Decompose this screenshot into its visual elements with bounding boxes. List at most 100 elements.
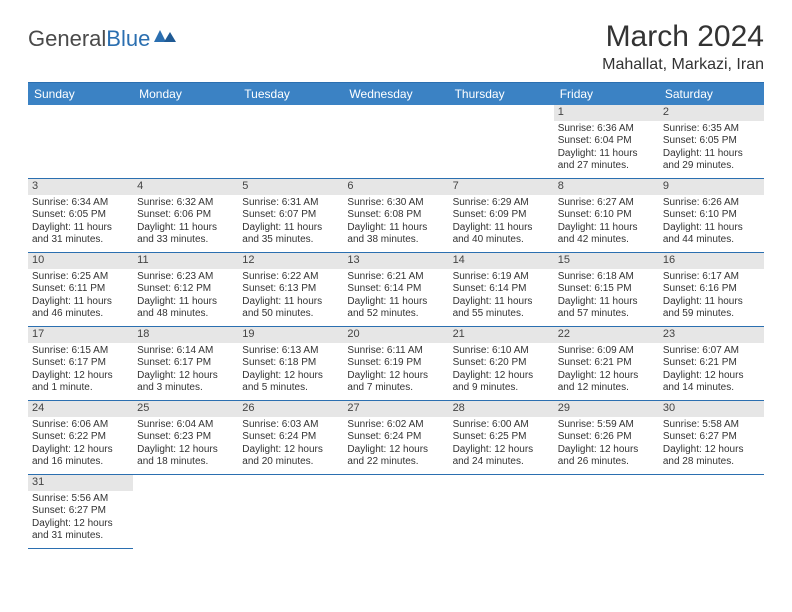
sunset-text: Sunset: 6:11 PM (32, 283, 129, 296)
sunrise-text: Sunrise: 6:30 AM (347, 197, 444, 210)
daylight-text: Daylight: 12 hours and 14 minutes. (663, 370, 760, 395)
sunrise-text: Sunrise: 6:14 AM (137, 345, 234, 358)
sunset-text: Sunset: 6:17 PM (32, 357, 129, 370)
sunset-text: Sunset: 6:05 PM (663, 135, 760, 148)
weekday-header: Tuesday (238, 83, 343, 105)
day-number: 1 (554, 105, 659, 121)
sunset-text: Sunset: 6:24 PM (347, 431, 444, 444)
day-number: 19 (238, 327, 343, 343)
day-number: 13 (343, 253, 448, 269)
sunset-text: Sunset: 6:22 PM (32, 431, 129, 444)
sunset-text: Sunset: 6:05 PM (32, 209, 129, 222)
daylight-text: Daylight: 11 hours and 48 minutes. (137, 296, 234, 321)
month-title: March 2024 (602, 20, 764, 54)
day-cell: 4Sunrise: 6:32 AMSunset: 6:06 PMDaylight… (133, 179, 238, 253)
day-cell: 17Sunrise: 6:15 AMSunset: 6:17 PMDayligh… (28, 327, 133, 401)
day-number: 16 (659, 253, 764, 269)
daylight-text: Daylight: 12 hours and 3 minutes. (137, 370, 234, 395)
daylight-text: Daylight: 12 hours and 20 minutes. (242, 444, 339, 469)
sunrise-text: Sunrise: 6:25 AM (32, 271, 129, 284)
sunset-text: Sunset: 6:10 PM (663, 209, 760, 222)
calendar-page: GeneralBlue March 2024 Mahallat, Markazi… (0, 0, 792, 569)
day-cell: 19Sunrise: 6:13 AMSunset: 6:18 PMDayligh… (238, 327, 343, 401)
day-cell: 1Sunrise: 6:36 AMSunset: 6:04 PMDaylight… (554, 105, 659, 179)
sunrise-text: Sunrise: 6:19 AM (453, 271, 550, 284)
sunrise-text: Sunrise: 6:27 AM (558, 197, 655, 210)
day-number: 24 (28, 401, 133, 417)
day-cell: 6 Sunrise: 6:30 AMSunset: 6:08 PMDaylight… (343, 179, 448, 253)
day-cell: 18 Sunrise: 6:14 AMSunset: 6:17 PMDayligh… (133, 327, 238, 401)
day-number: 11 (133, 253, 238, 269)
sunrise-text: Sunrise: 6:18 AM (558, 271, 655, 284)
day-cell: 26 Sunrise: 6:03 AMSunset: 6:24 PMDayligh… (238, 401, 343, 475)
day-number: 26 (238, 401, 343, 417)
daylight-text: Daylight: 11 hours and 57 minutes. (558, 296, 655, 321)
title-block: March 2024 Mahallat, Markazi, Iran (602, 20, 764, 74)
day-cell: 21Sunrise: 6:10 AMSunset: 6:20 PMDayligh… (449, 327, 554, 401)
day-number: 7 (449, 179, 554, 195)
sunrise-text: Sunrise: 6:07 AM (663, 345, 760, 358)
sunrise-text: Sunrise: 6:29 AM (453, 197, 550, 210)
daylight-text: Daylight: 11 hours and 59 minutes. (663, 296, 760, 321)
day-number: 12 (238, 253, 343, 269)
day-number: 30 (659, 401, 764, 417)
sunset-text: Sunset: 6:14 PM (453, 283, 550, 296)
sunrise-text: Sunrise: 6:21 AM (347, 271, 444, 284)
sunset-text: Sunset: 6:21 PM (663, 357, 760, 370)
sunset-text: Sunset: 6:21 PM (558, 357, 655, 370)
weekday-header: Friday (554, 83, 659, 105)
weekday-header: Thursday (449, 83, 554, 105)
sunrise-text: Sunrise: 6:03 AM (242, 419, 339, 432)
day-cell: 3Sunrise: 6:34 AMSunset: 6:05 PMDaylight… (28, 179, 133, 253)
flag-icon (154, 28, 176, 44)
daylight-text: Daylight: 11 hours and 44 minutes. (663, 222, 760, 247)
day-number: 18 (133, 327, 238, 343)
sunrise-text: Sunrise: 5:59 AM (558, 419, 655, 432)
calendar-grid: SundayMondayTuesdayWednesdayThursdayFrid… (28, 82, 764, 549)
day-cell: 25Sunrise: 6:04 AMSunset: 6:23 PMDayligh… (133, 401, 238, 475)
sunset-text: Sunset: 6:07 PM (242, 209, 339, 222)
day-number: 4 (133, 179, 238, 195)
day-number: 9 (659, 179, 764, 195)
daylight-text: Daylight: 12 hours and 31 minutes. (32, 518, 129, 543)
sunset-text: Sunset: 6:17 PM (137, 357, 234, 370)
day-number: 17 (28, 327, 133, 343)
header: GeneralBlue March 2024 Mahallat, Markazi… (28, 20, 764, 74)
daylight-text: Daylight: 12 hours and 5 minutes. (242, 370, 339, 395)
day-number: 6 (343, 179, 448, 195)
day-cell: 20Sunrise: 6:11 AMSunset: 6:19 PMDayligh… (343, 327, 448, 401)
sunrise-text: Sunrise: 6:17 AM (663, 271, 760, 284)
day-number: 23 (659, 327, 764, 343)
day-cell: 14Sunrise: 6:19 AMSunset: 6:14 PMDayligh… (449, 253, 554, 327)
day-cell: 15Sunrise: 6:18 AMSunset: 6:15 PMDayligh… (554, 253, 659, 327)
weekday-header: Wednesday (343, 83, 448, 105)
daylight-text: Daylight: 11 hours and 38 minutes. (347, 222, 444, 247)
daylight-text: Daylight: 11 hours and 31 minutes. (32, 222, 129, 247)
day-number: 31 (28, 475, 133, 491)
day-number: 5 (238, 179, 343, 195)
daylight-text: Daylight: 11 hours and 46 minutes. (32, 296, 129, 321)
daylight-text: Daylight: 12 hours and 26 minutes. (558, 444, 655, 469)
empty-cell (449, 105, 554, 179)
daylight-text: Daylight: 12 hours and 16 minutes. (32, 444, 129, 469)
day-cell: 7Sunrise: 6:29 AMSunset: 6:09 PMDaylight… (449, 179, 554, 253)
weekday-header: Sunday (28, 83, 133, 105)
empty-cell (133, 105, 238, 179)
day-number: 3 (28, 179, 133, 195)
weekday-header: Saturday (659, 83, 764, 105)
logo-text: GeneralBlue (28, 26, 150, 52)
logo-word2: Blue (106, 26, 150, 51)
day-cell: 13Sunrise: 6:21 AMSunset: 6:14 PMDayligh… (343, 253, 448, 327)
day-cell: 16Sunrise: 6:17 AMSunset: 6:16 PMDayligh… (659, 253, 764, 327)
sunrise-text: Sunrise: 6:15 AM (32, 345, 129, 358)
sunset-text: Sunset: 6:04 PM (558, 135, 655, 148)
daylight-text: Daylight: 11 hours and 40 minutes. (453, 222, 550, 247)
daylight-text: Daylight: 11 hours and 35 minutes. (242, 222, 339, 247)
sunset-text: Sunset: 6:08 PM (347, 209, 444, 222)
daylight-text: Daylight: 11 hours and 55 minutes. (453, 296, 550, 321)
day-cell: 2Sunrise: 6:35 AMSunset: 6:05 PMDaylight… (659, 105, 764, 179)
sunrise-text: Sunrise: 6:10 AM (453, 345, 550, 358)
sunset-text: Sunset: 6:24 PM (242, 431, 339, 444)
day-number: 15 (554, 253, 659, 269)
daylight-text: Daylight: 12 hours and 18 minutes. (137, 444, 234, 469)
